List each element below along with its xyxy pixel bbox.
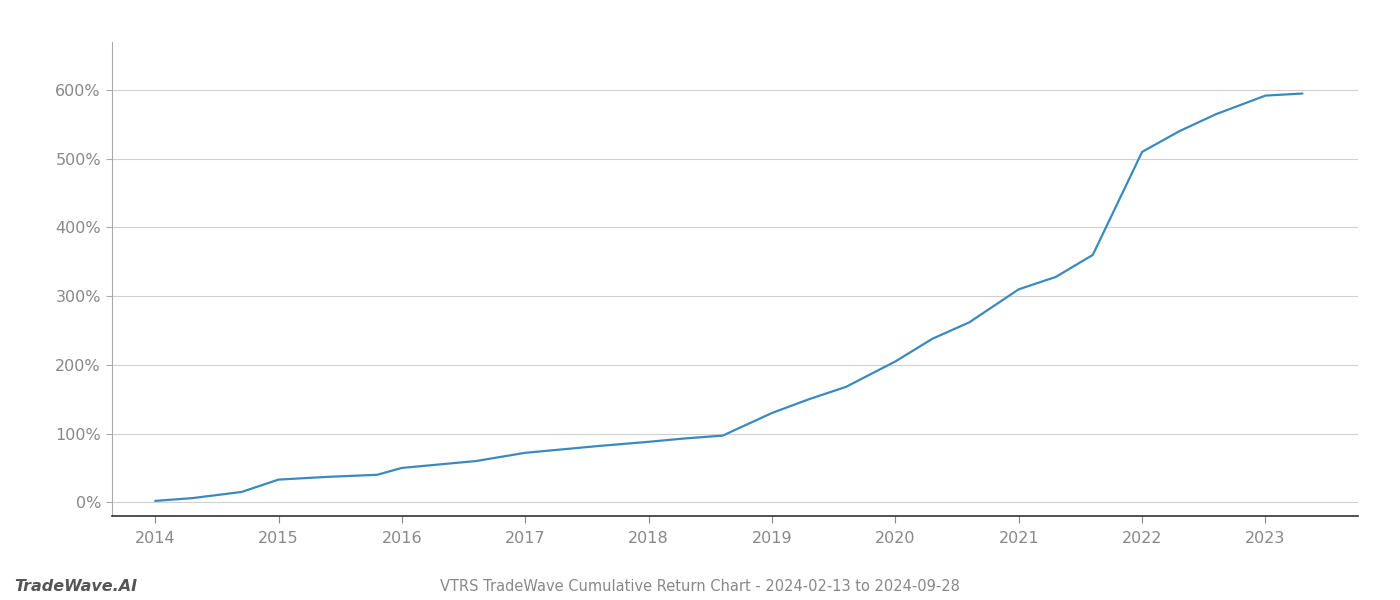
- Text: VTRS TradeWave Cumulative Return Chart - 2024-02-13 to 2024-09-28: VTRS TradeWave Cumulative Return Chart -…: [440, 579, 960, 594]
- Text: TradeWave.AI: TradeWave.AI: [14, 579, 137, 594]
